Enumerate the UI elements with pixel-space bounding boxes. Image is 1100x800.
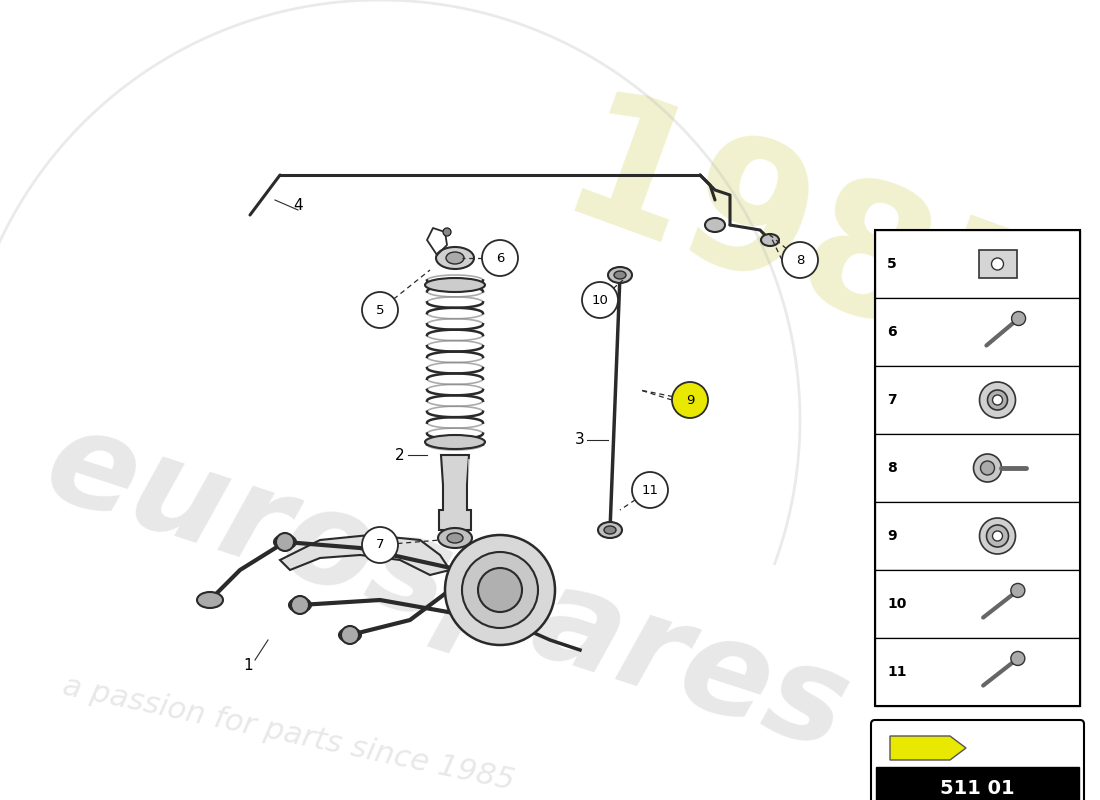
- Circle shape: [276, 533, 294, 551]
- Circle shape: [672, 382, 708, 418]
- Ellipse shape: [608, 267, 632, 283]
- Ellipse shape: [436, 247, 474, 269]
- Text: 1: 1: [243, 658, 253, 673]
- FancyBboxPatch shape: [874, 502, 1080, 570]
- Text: 5: 5: [376, 303, 384, 317]
- FancyBboxPatch shape: [979, 250, 1016, 278]
- Circle shape: [362, 292, 398, 328]
- Circle shape: [362, 527, 398, 563]
- Circle shape: [979, 382, 1015, 418]
- FancyBboxPatch shape: [876, 767, 1079, 800]
- Circle shape: [980, 461, 994, 475]
- Circle shape: [1012, 311, 1025, 326]
- Ellipse shape: [705, 218, 725, 232]
- Ellipse shape: [438, 528, 472, 548]
- Text: 8: 8: [795, 254, 804, 266]
- Circle shape: [992, 531, 1002, 541]
- Ellipse shape: [761, 234, 779, 246]
- Circle shape: [292, 596, 309, 614]
- FancyBboxPatch shape: [871, 720, 1084, 800]
- Polygon shape: [439, 455, 471, 530]
- Ellipse shape: [425, 278, 485, 292]
- Circle shape: [462, 552, 538, 628]
- Text: 10: 10: [887, 597, 906, 611]
- Ellipse shape: [197, 592, 223, 608]
- FancyBboxPatch shape: [874, 366, 1080, 434]
- Circle shape: [991, 258, 1003, 270]
- Text: 10: 10: [592, 294, 608, 306]
- FancyBboxPatch shape: [874, 638, 1080, 706]
- Circle shape: [482, 240, 518, 276]
- Text: 2: 2: [395, 447, 405, 462]
- Circle shape: [992, 395, 1002, 405]
- Ellipse shape: [614, 271, 626, 279]
- Circle shape: [341, 626, 359, 644]
- Ellipse shape: [447, 533, 463, 543]
- Text: 11: 11: [887, 665, 906, 679]
- Text: 11: 11: [641, 483, 659, 497]
- Text: 4: 4: [294, 198, 302, 213]
- Ellipse shape: [604, 526, 616, 534]
- Circle shape: [446, 535, 556, 645]
- FancyBboxPatch shape: [874, 298, 1080, 366]
- Text: 6: 6: [496, 251, 504, 265]
- FancyBboxPatch shape: [874, 434, 1080, 502]
- Circle shape: [478, 568, 522, 612]
- Text: a passion for parts since 1985: a passion for parts since 1985: [60, 672, 517, 796]
- Circle shape: [1011, 583, 1025, 598]
- Polygon shape: [280, 535, 450, 575]
- FancyBboxPatch shape: [874, 570, 1080, 638]
- Polygon shape: [890, 736, 966, 760]
- FancyBboxPatch shape: [874, 230, 1080, 298]
- Circle shape: [782, 242, 818, 278]
- Text: 9: 9: [685, 394, 694, 406]
- Text: 8: 8: [887, 461, 896, 475]
- Text: eurospares: eurospares: [30, 398, 864, 777]
- Circle shape: [1011, 651, 1025, 666]
- Ellipse shape: [598, 522, 622, 538]
- Text: 3: 3: [575, 433, 585, 447]
- Text: 6: 6: [887, 325, 896, 339]
- Circle shape: [632, 472, 668, 508]
- Circle shape: [974, 454, 1001, 482]
- Ellipse shape: [446, 252, 464, 264]
- Circle shape: [582, 282, 618, 318]
- Text: 9: 9: [887, 529, 896, 543]
- Circle shape: [443, 228, 451, 236]
- Circle shape: [987, 525, 1009, 547]
- Text: 5: 5: [887, 257, 896, 271]
- Circle shape: [988, 390, 1008, 410]
- Text: 1985: 1985: [540, 81, 1072, 418]
- Circle shape: [979, 518, 1015, 554]
- Text: 7: 7: [376, 538, 384, 551]
- Text: 7: 7: [887, 393, 896, 407]
- Ellipse shape: [425, 435, 485, 449]
- Text: 511 01: 511 01: [940, 778, 1015, 798]
